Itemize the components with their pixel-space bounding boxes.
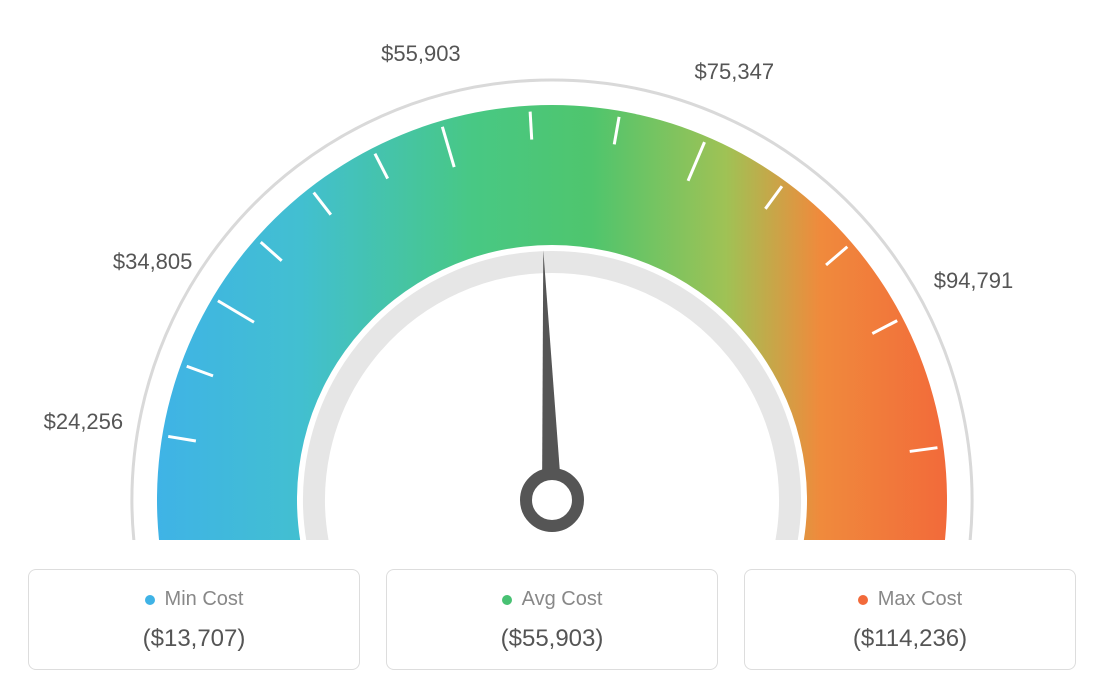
legend-dot-max xyxy=(858,595,868,605)
gauge-tick-label: $75,347 xyxy=(695,59,775,85)
legend-value-min: ($13,707) xyxy=(29,625,359,653)
legend-title-row: Avg Cost xyxy=(387,588,717,611)
gauge-tick-label: $94,791 xyxy=(934,268,1014,294)
gauge-needle-hub xyxy=(526,474,578,526)
legend-row: Min Cost ($13,707) Avg Cost ($55,903) Ma… xyxy=(0,569,1104,670)
legend-dot-min xyxy=(145,595,155,605)
gauge-tick-label: $55,903 xyxy=(381,41,461,67)
chart-container: $13,707$24,256$34,805$55,903$75,347$94,7… xyxy=(0,0,1104,690)
legend-title-max: Max Cost xyxy=(878,588,962,611)
gauge-needle xyxy=(542,250,562,500)
legend-value-avg: ($55,903) xyxy=(387,625,717,653)
legend-dot-avg xyxy=(502,595,512,605)
legend-card-avg: Avg Cost ($55,903) xyxy=(386,569,718,670)
legend-title-avg: Avg Cost xyxy=(522,588,603,611)
gauge-area: $13,707$24,256$34,805$55,903$75,347$94,7… xyxy=(0,0,1104,540)
gauge-tick-label: $34,805 xyxy=(113,249,193,275)
legend-title-min: Min Cost xyxy=(165,588,244,611)
legend-card-max: Max Cost ($114,236) xyxy=(744,569,1076,670)
gauge-tick-label: $24,256 xyxy=(44,409,124,435)
legend-card-min: Min Cost ($13,707) xyxy=(28,569,360,670)
gauge-tick xyxy=(530,112,532,140)
legend-title-row: Max Cost xyxy=(745,588,1075,611)
legend-value-max: ($114,236) xyxy=(745,625,1075,653)
legend-title-row: Min Cost xyxy=(29,588,359,611)
